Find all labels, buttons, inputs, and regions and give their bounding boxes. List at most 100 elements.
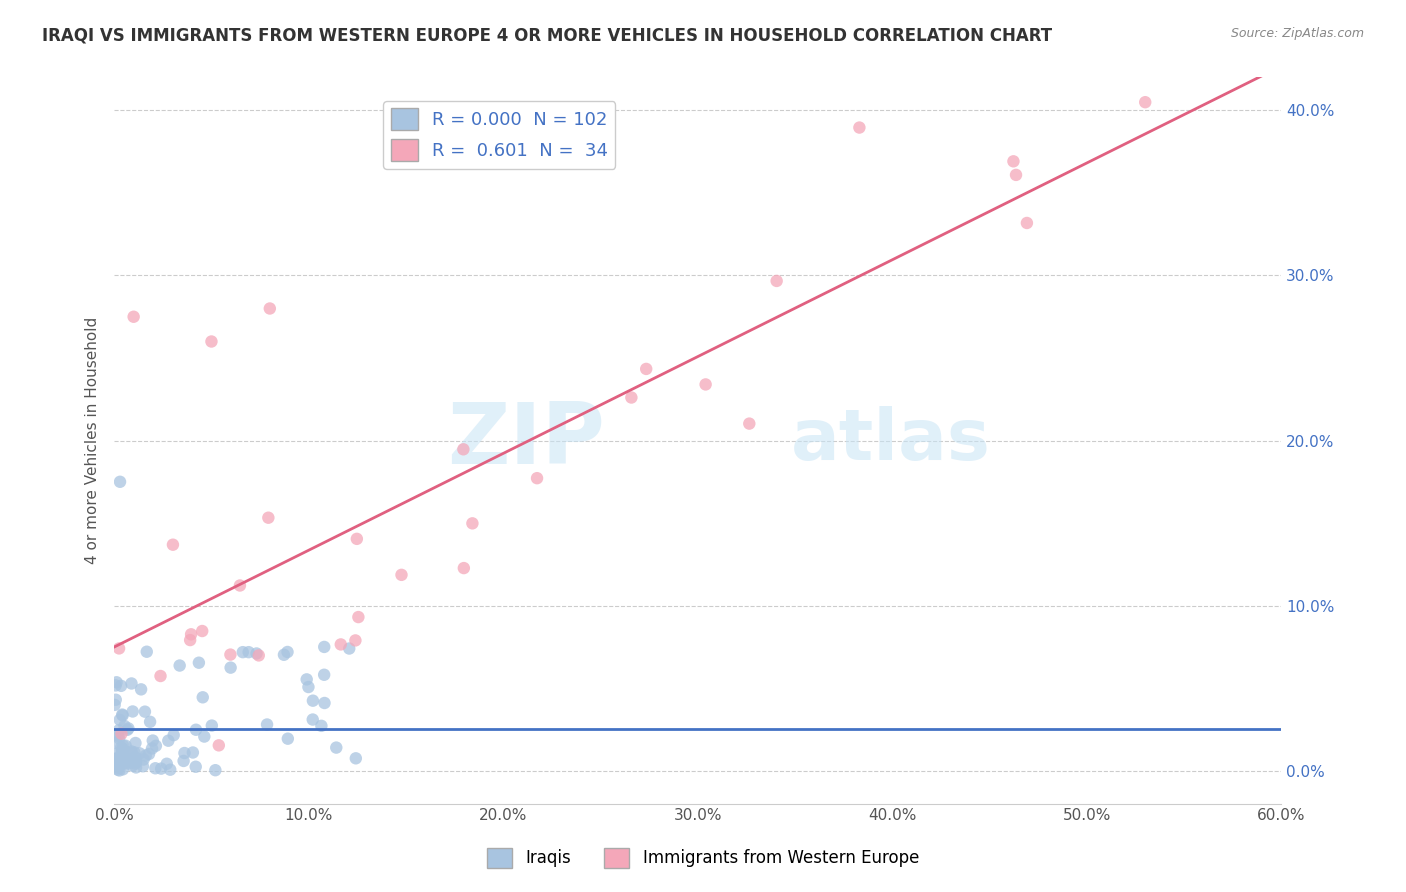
Point (105, 756, 128, 771)
Point (108, 723, 131, 738)
Point (156, 756, 179, 771)
Point (124, 750, 146, 764)
Point (117, 722, 139, 736)
Point (111, 707, 134, 722)
Point (169, 658, 191, 673)
Point (159, 763, 181, 777)
Point (259, 301, 281, 316)
Point (391, 567, 413, 582)
Point (636, 362, 658, 376)
Point (111, 752, 134, 766)
Point (163, 728, 186, 742)
Point (191, 690, 214, 705)
Point (302, 694, 325, 708)
Point (232, 645, 254, 659)
Point (112, 739, 135, 753)
Point (111, 754, 134, 768)
Point (121, 744, 143, 758)
Point (114, 739, 136, 753)
Point (344, 751, 367, 765)
Point (184, 723, 207, 737)
Point (108, 731, 131, 746)
Point (257, 510, 280, 524)
Point (314, 640, 336, 654)
Point (134, 705, 156, 719)
Point (145, 739, 167, 753)
Point (107, 763, 129, 777)
Point (273, 648, 295, 662)
Point (157, 733, 180, 747)
Point (180, 627, 202, 641)
Point (107, 761, 129, 775)
Point (108, 756, 131, 771)
Point (110, 740, 132, 755)
Point (117, 723, 139, 737)
Point (187, 656, 209, 670)
Point (108, 764, 131, 778)
Point (344, 633, 367, 648)
Point (121, 676, 143, 690)
Point (1015, 216, 1038, 230)
Point (120, 746, 142, 760)
Point (111, 757, 134, 772)
Point (122, 310, 145, 324)
Point (219, 660, 242, 674)
Point (120, 756, 142, 770)
Point (132, 759, 155, 773)
Point (111, 762, 134, 776)
Point (111, 742, 134, 756)
Point (104, 757, 127, 772)
Y-axis label: 4 or more Vehicles in Household: 4 or more Vehicles in Household (86, 317, 100, 564)
Point (125, 760, 148, 774)
Point (200, 334, 222, 349)
Text: ZIP: ZIP (447, 399, 605, 482)
Point (301, 713, 323, 727)
Point (145, 761, 167, 775)
Point (314, 696, 336, 710)
Point (104, 678, 127, 692)
Point (132, 752, 155, 766)
Point (765, 274, 787, 288)
Point (295, 673, 318, 687)
Point (110, 679, 132, 693)
Point (107, 753, 129, 767)
Point (141, 741, 163, 756)
Point (104, 692, 127, 706)
Point (173, 754, 195, 768)
Point (453, 442, 475, 457)
Point (114, 749, 136, 764)
Point (347, 610, 370, 624)
Point (179, 633, 201, 648)
Point (329, 637, 352, 651)
Point (128, 747, 150, 761)
Point (121, 758, 143, 772)
Point (104, 756, 127, 770)
Text: Source: ZipAtlas.com: Source: ZipAtlas.com (1230, 27, 1364, 40)
Point (124, 746, 146, 760)
Point (142, 733, 165, 747)
Point (135, 748, 157, 763)
Point (277, 731, 299, 746)
Point (1005, 168, 1028, 182)
Point (219, 648, 242, 662)
Point (124, 736, 146, 750)
Point (453, 561, 475, 575)
Point (181, 746, 204, 760)
Point (108, 475, 131, 489)
Point (184, 760, 207, 774)
Point (111, 708, 134, 723)
Point (297, 680, 319, 694)
Point (208, 739, 231, 753)
Point (135, 645, 157, 659)
Point (276, 645, 298, 659)
Point (173, 746, 195, 760)
Point (108, 758, 131, 772)
Point (105, 675, 128, 690)
Point (314, 667, 336, 681)
Point (108, 641, 131, 656)
Point (191, 624, 214, 638)
Legend: R = 0.000  N = 102, R =  0.601  N =  34: R = 0.000 N = 102, R = 0.601 N = 34 (384, 101, 616, 169)
Point (108, 713, 131, 727)
Point (124, 755, 146, 769)
Point (256, 717, 278, 731)
